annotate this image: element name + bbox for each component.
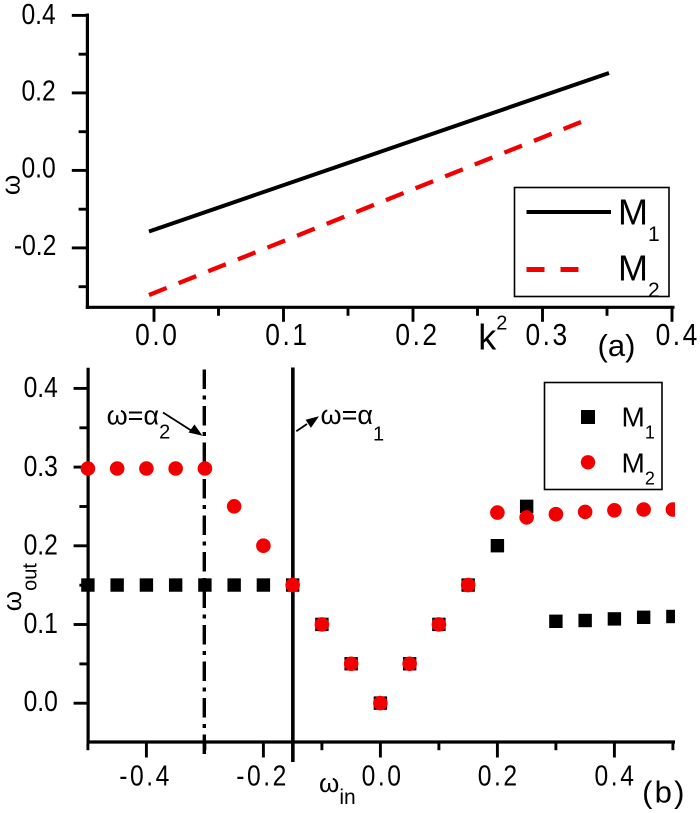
svg-text:0.1: 0.1 (24, 607, 58, 639)
svg-text:0.2: 0.2 (21, 75, 55, 107)
svg-text:0.0: 0.0 (135, 318, 179, 352)
svg-text:0.1: 0.1 (265, 318, 309, 352)
svg-text:(a): (a) (598, 328, 636, 363)
svg-text:-0.2: -0.2 (236, 760, 289, 792)
svg-text:(b): (b) (642, 775, 687, 810)
svg-text:0.0: 0.0 (362, 760, 404, 792)
svg-text:0.2: 0.2 (478, 760, 520, 792)
svg-text:0.3: 0.3 (525, 318, 569, 352)
svg-text:0.2: 0.2 (395, 318, 439, 352)
svg-text:0.3: 0.3 (24, 450, 58, 482)
svg-text:-0.4: -0.4 (119, 760, 172, 792)
svg-text:0.4: 0.4 (21, 0, 55, 30)
svg-text:0.4: 0.4 (595, 760, 637, 792)
svg-text:-0.2: -0.2 (14, 229, 56, 261)
svg-text:0.4: 0.4 (656, 318, 700, 352)
svg-text:0.0: 0.0 (24, 685, 58, 717)
svg-text:0.4: 0.4 (24, 371, 58, 403)
svg-text:0.0: 0.0 (21, 152, 55, 184)
svg-text:0.2: 0.2 (24, 528, 58, 560)
svg-text:ω: ω (0, 175, 25, 195)
